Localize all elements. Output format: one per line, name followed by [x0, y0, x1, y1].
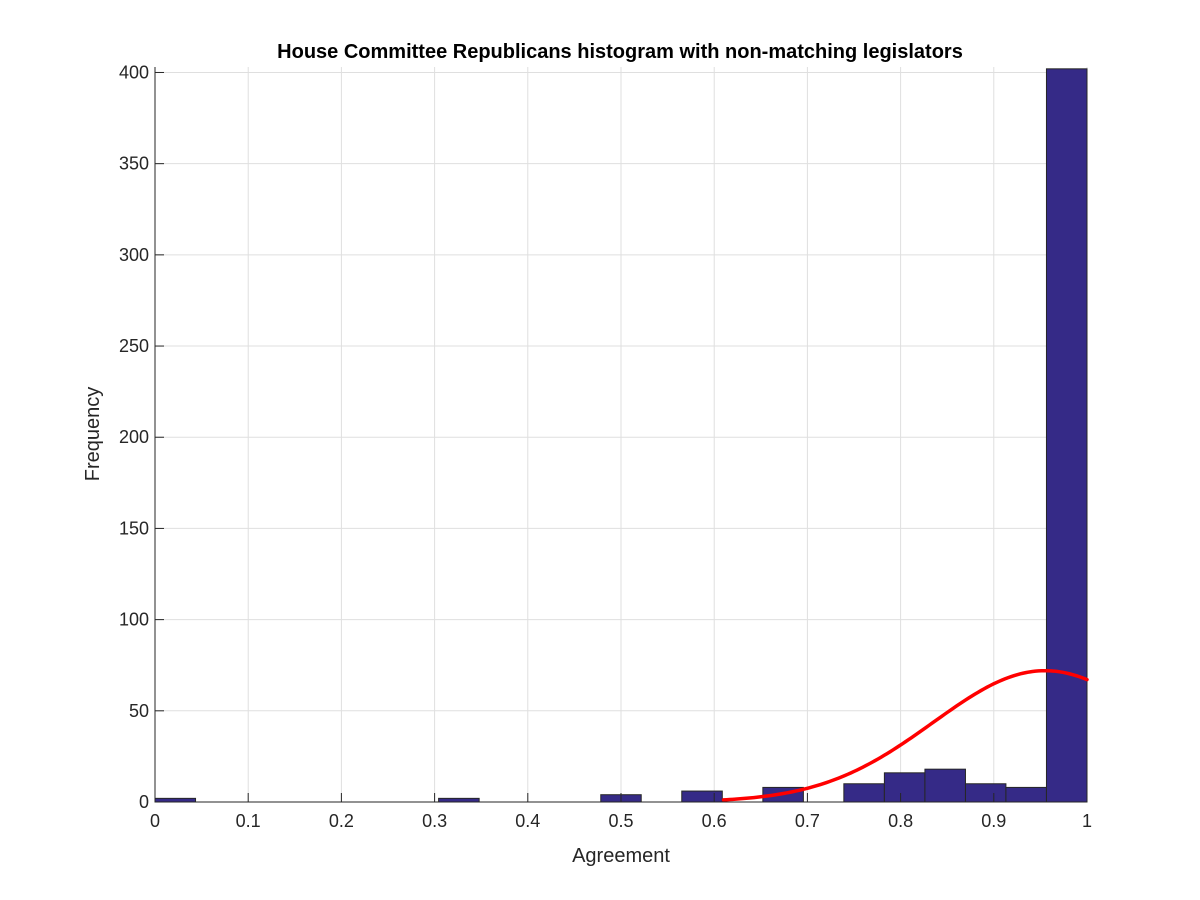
x-tick-label: 0.1 [236, 811, 261, 831]
fit-curve [721, 668, 1089, 802]
axes-frame [154, 67, 1088, 803]
y-tick-label: 150 [119, 518, 149, 538]
x-tick-label: 0 [150, 811, 160, 831]
y-axis-label: Frequency [82, 387, 104, 482]
histogram-bar-4 [681, 790, 723, 803]
y-tick-label: 0 [139, 792, 149, 812]
x-tick-label: 0.8 [888, 811, 913, 831]
plot-area: 0 0.1 0.2 0.3 0.4 0.5 0.6 0.7 0.8 0.9 1 0 50 100 150 2… [119, 62, 1092, 831]
y-tick-labels: 0 50 100 150 200 250 300 350 400 [119, 62, 149, 812]
histogram-bar-11 [1045, 68, 1088, 803]
fit-curve-layer [721, 668, 1089, 802]
x-tick-label: 0.4 [515, 811, 540, 831]
histogram-bar-10 [1005, 786, 1047, 803]
histogram-bars [154, 68, 1088, 803]
x-tick-label: 0.3 [422, 811, 447, 831]
histogram-bar-6 [843, 783, 885, 803]
chart-title: House Committee Republicans histogram wi… [277, 41, 963, 63]
y-tick-label: 100 [119, 610, 149, 630]
x-tick-label: 1 [1082, 811, 1092, 831]
y-tick-label: 250 [119, 336, 149, 356]
x-tick-label: 0.5 [608, 811, 633, 831]
x-axis-label: Agreement [572, 845, 670, 867]
histogram-bar-9 [964, 783, 1007, 803]
y-tick-label: 200 [119, 427, 149, 447]
x-tick-labels: 0 0.1 0.2 0.3 0.4 0.5 0.6 0.7 0.8 0.9 1 [150, 811, 1092, 831]
y-tick-label: 400 [119, 62, 149, 82]
y-tick-label: 300 [119, 245, 149, 265]
y-tick-label: 350 [119, 154, 149, 174]
x-tick-label: 0.2 [329, 811, 354, 831]
x-tick-label: 0.9 [981, 811, 1006, 831]
x-tick-label: 0.6 [702, 811, 727, 831]
x-tick-label: 0.7 [795, 811, 820, 831]
histogram-bar-7 [883, 772, 926, 803]
histogram-bar-2 [438, 797, 480, 803]
histogram-bar-8 [924, 768, 966, 803]
y-tick-label: 50 [129, 701, 149, 721]
histogram-bar-1 [154, 797, 197, 803]
